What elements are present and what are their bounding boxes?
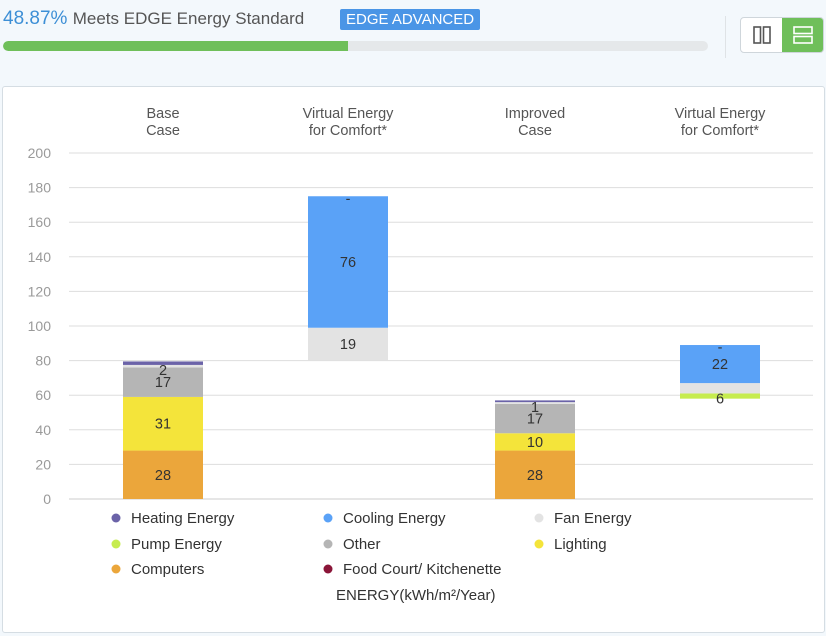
column-header-label: Base — [146, 106, 179, 122]
column-header-label: for Comfort* — [309, 123, 388, 139]
data-label: 19 — [340, 337, 356, 353]
bar-segment — [495, 403, 575, 434]
certification-badge: EDGE ADVANCED — [340, 9, 481, 30]
y-tick-label: 140 — [28, 249, 52, 265]
column-header-label: Improved — [505, 106, 565, 122]
bar-segment — [680, 345, 760, 384]
data-label: 10 — [527, 435, 543, 451]
y-tick-label: 0 — [43, 491, 51, 507]
column-header-label: for Comfort* — [681, 123, 760, 139]
y-tick-label: 100 — [28, 318, 52, 334]
legend-label: Fan Energy — [554, 510, 632, 527]
data-label: 17 — [527, 412, 543, 428]
legend-label: Other — [343, 536, 381, 553]
y-tick-label: 180 — [28, 180, 52, 196]
meets-standard-text: Meets EDGE Energy Standard — [72, 9, 305, 28]
columns-view-button[interactable] — [741, 18, 782, 52]
legend-marker — [323, 564, 333, 574]
toolbar-divider — [725, 16, 726, 58]
savings-progress-bar — [3, 41, 708, 51]
data-label: - — [346, 191, 351, 207]
energy-unit-label: ENERGY(kWh/m²/Year) — [336, 587, 495, 604]
bar-segment — [680, 393, 760, 399]
savings-progress-fill — [3, 41, 348, 51]
bar-segment — [680, 383, 760, 394]
bar-segment — [123, 367, 203, 397]
data-label: 22 — [712, 357, 728, 373]
legend-marker — [111, 513, 121, 523]
energy-savings-summary: 48.87% Meets EDGE Energy Standard — [3, 8, 304, 30]
energy-chart-panel: 0 20 40 60 80 100 120 140 160 180 200 Base Case 28 31 1… — [2, 86, 825, 633]
y-tick-label: 20 — [35, 456, 51, 472]
rows-view-icon — [792, 26, 813, 44]
data-label: - — [718, 340, 723, 356]
column-header-label: Case — [146, 123, 180, 139]
bar-segment — [495, 433, 575, 451]
bar-segment — [123, 396, 203, 451]
view-toggle — [740, 17, 824, 53]
y-tick-label: 80 — [35, 353, 51, 369]
column-header-label: Virtual Energy — [675, 106, 767, 122]
result-header: 48.87% Meets EDGE Energy Standard EDGE A… — [0, 0, 826, 86]
column-header-label: Case — [518, 123, 552, 139]
legend-marker — [534, 513, 544, 523]
legend-marker — [111, 564, 121, 574]
y-tick-label: 40 — [35, 422, 51, 438]
data-label: 17 — [155, 375, 171, 391]
y-tick-label: 60 — [35, 387, 51, 403]
bar-segment — [123, 364, 203, 368]
legend-marker — [111, 539, 121, 549]
legend-label: Cooling Energy — [343, 510, 446, 527]
bar-segment — [495, 450, 575, 499]
bar-segment — [495, 400, 575, 403]
y-tick-label: 200 — [28, 145, 52, 161]
energy-breakdown-chart: 020406080100120140160180200BaseCase28311… — [28, 106, 813, 604]
data-label: 2 — [159, 363, 167, 379]
legend-label: Computers — [131, 561, 204, 578]
savings-percent: 48.87% — [3, 8, 68, 29]
legend-label: Heating Energy — [131, 510, 235, 527]
data-label: 6 — [716, 391, 724, 407]
column-header-label: Virtual Energy — [303, 106, 395, 122]
data-label: 76 — [340, 255, 356, 271]
legend-marker — [323, 513, 333, 523]
bar-segment — [123, 450, 203, 499]
legend-marker — [534, 539, 544, 549]
legend-label: Food Court/ Kitchenette — [343, 561, 501, 578]
legend-label: Lighting — [554, 536, 607, 553]
legend-marker — [323, 539, 333, 549]
y-tick-label: 120 — [28, 283, 52, 299]
columns-view-icon — [752, 26, 771, 44]
data-label: 28 — [527, 468, 543, 484]
data-label: 31 — [155, 417, 171, 433]
bar-segment — [308, 196, 388, 328]
data-label: 1 — [531, 400, 539, 416]
rows-view-button[interactable] — [782, 18, 823, 52]
data-label: 28 — [155, 468, 171, 484]
bar-segment — [308, 327, 388, 361]
y-tick-label: 160 — [28, 214, 52, 230]
bar-segment — [495, 402, 575, 404]
legend-label: Pump Energy — [131, 536, 222, 553]
bar-segment — [123, 361, 203, 365]
